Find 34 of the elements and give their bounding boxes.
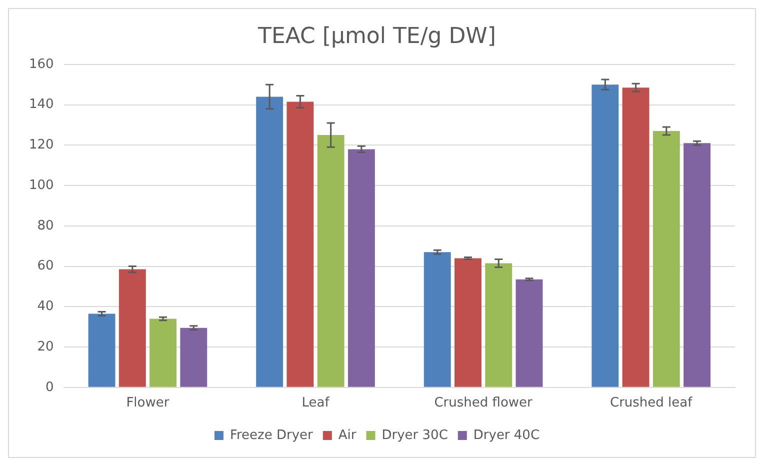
bar bbox=[622, 88, 650, 387]
bar bbox=[592, 84, 619, 387]
y-tick-label: 160 bbox=[28, 56, 54, 72]
y-tick-label: 100 bbox=[28, 178, 54, 193]
bar bbox=[180, 328, 208, 387]
x-tick-label: Flower bbox=[126, 396, 170, 411]
legend-label: Dryer 30C bbox=[382, 428, 448, 443]
bar bbox=[256, 96, 284, 387]
bar bbox=[652, 131, 680, 387]
legend-label: Freeze Dryer bbox=[230, 428, 314, 443]
bar bbox=[485, 263, 512, 387]
y-tick-label: 140 bbox=[28, 97, 54, 112]
bar bbox=[454, 258, 482, 387]
y-tick-label: 60 bbox=[37, 258, 54, 274]
bar bbox=[118, 269, 146, 387]
legend-label: Dryer 40C bbox=[473, 428, 540, 443]
bar bbox=[150, 318, 176, 387]
x-tick-label: Crushed leaf bbox=[610, 396, 693, 411]
chart-title: TEAC [μmol TE/g DW] bbox=[257, 24, 496, 49]
y-tick-label: 80 bbox=[37, 218, 54, 234]
y-tick-label: 0 bbox=[46, 380, 54, 395]
y-tick-label: 40 bbox=[37, 299, 54, 314]
y-tick-label: 120 bbox=[28, 138, 54, 153]
bar bbox=[684, 143, 711, 387]
bar bbox=[88, 314, 116, 387]
bar bbox=[516, 279, 543, 387]
legend-label: Air bbox=[338, 428, 357, 443]
bar bbox=[286, 102, 314, 387]
bar bbox=[424, 252, 451, 387]
y-tick-label: 20 bbox=[37, 339, 54, 354]
bar bbox=[348, 149, 375, 387]
bar bbox=[317, 135, 344, 387]
x-tick-label: Crushed flower bbox=[434, 396, 534, 411]
x-tick-label: Leaf bbox=[302, 396, 330, 411]
